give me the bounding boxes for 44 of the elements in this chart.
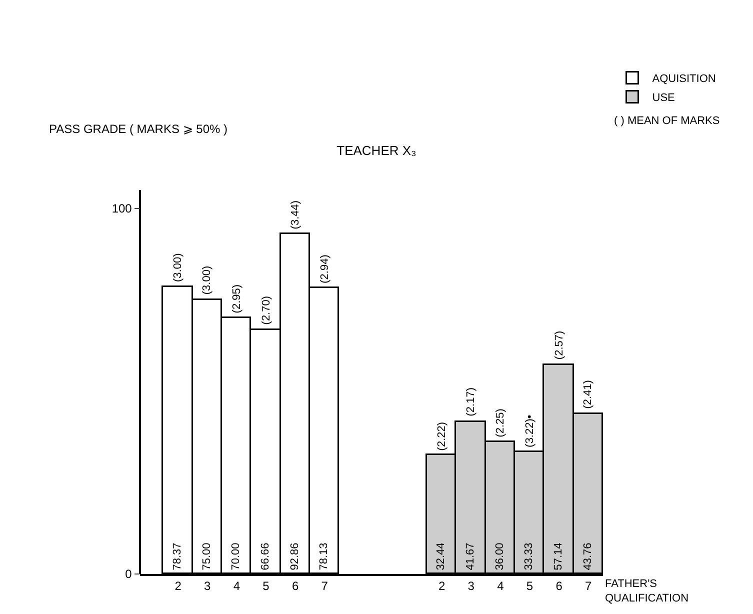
x-tick-label: 5 [262, 579, 270, 594]
data-label: 75.00 [200, 542, 213, 570]
x-tick-label: 3 [204, 579, 212, 594]
chart-subtitle: PASS GRADE ( MARKS ⩾ 50% ) [49, 122, 228, 136]
x-tick-label: 4 [497, 579, 504, 594]
data-label: 70.00 [230, 542, 242, 570]
annotation: (2.94) [318, 254, 331, 284]
y-tick-label: 0 [125, 567, 132, 582]
legend-label: USE [652, 92, 675, 104]
annotation: (2.57) [554, 330, 566, 360]
x-tick-label: 4 [233, 579, 240, 594]
x-tick-label: 2 [174, 579, 182, 594]
x-tick-label: 6 [556, 579, 563, 594]
data-label: 66.66 [259, 542, 272, 570]
x-tick-label: 7 [585, 579, 592, 594]
text: ( ) MEAN OF MARKS [614, 115, 720, 127]
annotation: (3.44) [289, 200, 302, 230]
legend-label: AQUISITION [652, 73, 716, 86]
x-tick-label: 2 [438, 579, 446, 594]
data-label: 78.37 [171, 542, 184, 570]
annotation: (3.00) [201, 266, 214, 295]
annotation: (2.22) [436, 422, 448, 451]
data-label: 78.13 [318, 542, 330, 570]
data-label: 43.76 [582, 542, 594, 570]
data-label: 57.14 [552, 542, 564, 570]
data-label: 36.00 [494, 542, 506, 570]
data-label: 92.86 [288, 542, 301, 570]
x-tick-label: 6 [292, 579, 299, 594]
y-tick-label: 100 [112, 201, 132, 216]
x-tick-label: 5 [526, 579, 534, 594]
data-label: 33.33 [522, 542, 535, 570]
annotation: (3.00) [172, 253, 184, 282]
annotation: (3.22)• [524, 414, 536, 448]
data-label: 41.67 [464, 542, 476, 570]
annotation: (2.41) [582, 380, 594, 409]
x-tick-label: 7 [321, 579, 328, 594]
data-label: 32.44 [434, 542, 447, 570]
x-axis-title: FATHER'S QUALIFICATION [605, 578, 689, 604]
x-tick-label: 3 [468, 579, 475, 594]
annotation: (2.70) [260, 296, 272, 325]
annotation: (2.17) [465, 387, 478, 416]
chart-title: TEACHER X₃ [336, 142, 416, 158]
annotation: (2.25) [494, 408, 507, 438]
annotation: (2.95) [231, 284, 244, 314]
